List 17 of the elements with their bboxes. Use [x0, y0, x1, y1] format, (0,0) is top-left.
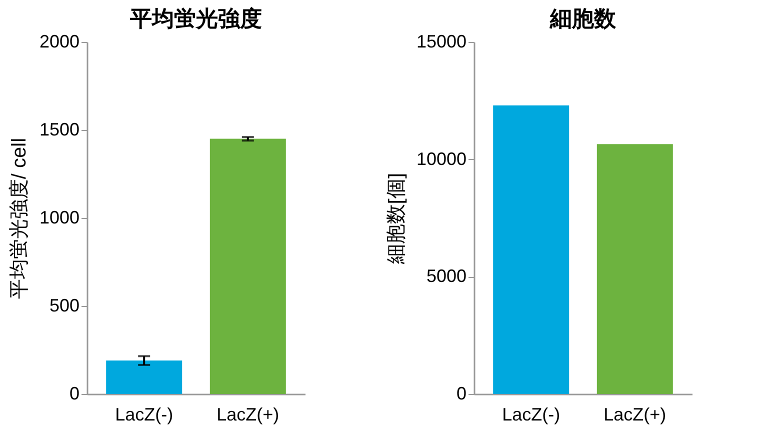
y-tick-label: 5000 [426, 266, 466, 286]
y-tick-label: 500 [49, 296, 80, 316]
y-axis-title: 平均蛍光強度/ cell [8, 138, 30, 300]
y-tick-label: 1500 [39, 120, 80, 140]
y-tick-label: 15000 [416, 32, 466, 52]
y-tick-label: 10000 [416, 148, 466, 169]
x-tick-label: LacZ(+) [604, 404, 666, 424]
y-axis-title: 細胞数[個] [385, 172, 408, 266]
y-tick-label: 0 [69, 384, 80, 404]
y-tick-label: 2000 [39, 32, 80, 52]
x-tick-label: LacZ(+) [216, 404, 280, 424]
y-tick-label: 0 [456, 384, 466, 404]
x-tick-label: LacZ(-) [115, 404, 174, 424]
chart-title: 細胞数 [549, 6, 617, 31]
y-tick-label: 1000 [39, 208, 80, 228]
x-tick-label: LacZ(-) [502, 404, 560, 424]
chart-title: 平均蛍光強度 [129, 6, 262, 31]
